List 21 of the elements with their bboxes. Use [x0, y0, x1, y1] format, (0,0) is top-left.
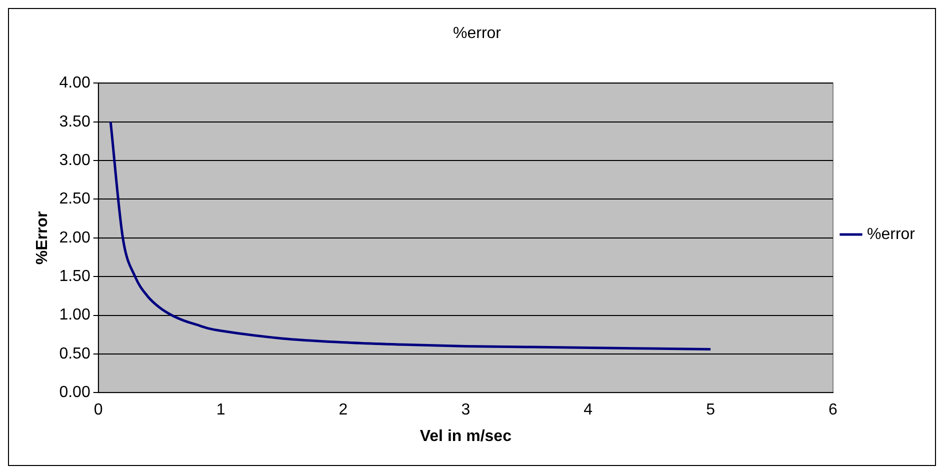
x-tick-label: 1	[216, 402, 226, 419]
y-tick-label: 2.00	[59, 229, 90, 246]
x-tick-label: 5	[706, 402, 716, 419]
y-tick-label: 3.00	[59, 152, 90, 169]
line-series	[109, 120, 712, 351]
chart-title: %error	[452, 25, 502, 42]
y-tick-label: 0.00	[59, 384, 90, 402]
y-tick-label: 4.00	[59, 74, 90, 92]
legend-label: %error	[866, 226, 916, 243]
y-axis-title: %Error	[34, 211, 52, 265]
y-tick-label: 1.00	[59, 306, 90, 324]
x-tick-label: 2	[338, 402, 348, 419]
x-tick-label: 0	[94, 402, 103, 419]
y-tick-label: 3.50	[59, 113, 90, 130]
y-tick-label: 2.50	[59, 190, 90, 208]
y-tick-label: 1.50	[59, 268, 90, 285]
x-tick-label: 6	[828, 402, 838, 419]
x-tick-label: 4	[584, 402, 593, 419]
x-axis-title: Vel in m/sec	[420, 428, 512, 445]
x-tick-label: 3	[461, 402, 470, 419]
y-tick-label: 0.50	[59, 345, 90, 362]
